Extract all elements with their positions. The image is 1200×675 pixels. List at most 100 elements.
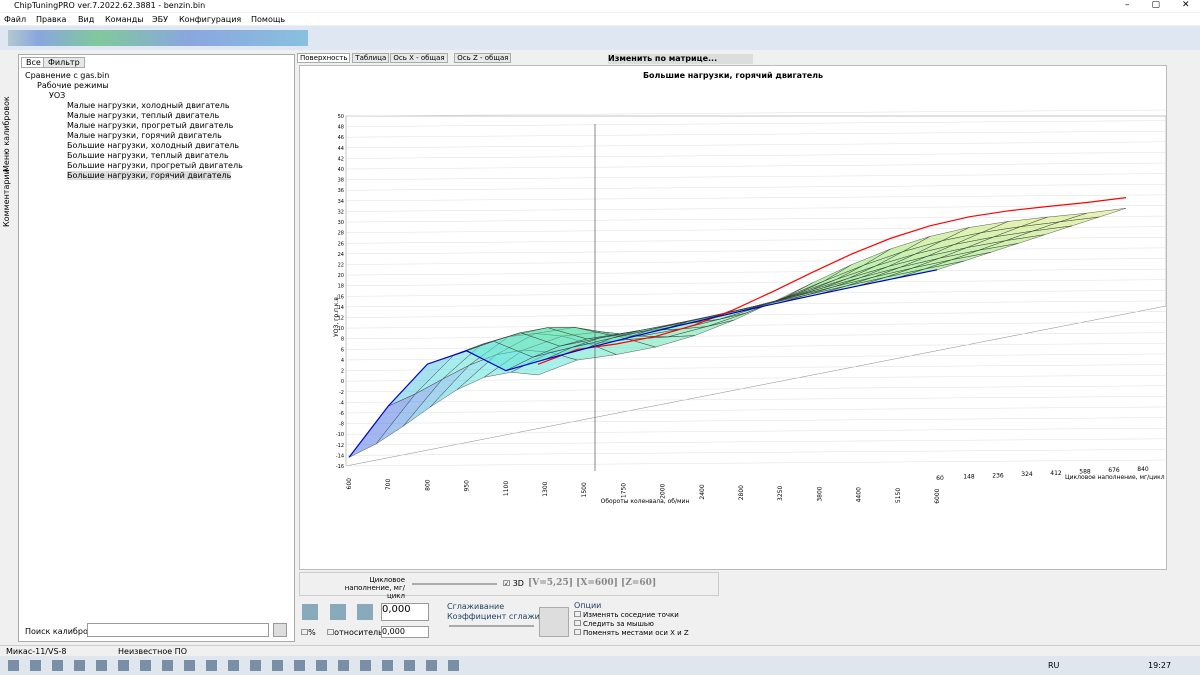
- option-label: Поменять местами оси X и Z: [583, 629, 689, 637]
- front-edge: [348, 269, 938, 458]
- smooth-button[interactable]: [539, 607, 569, 637]
- x-tick-label: 5150: [895, 488, 902, 503]
- tab[interactable]: Ось Z - общая: [454, 53, 512, 63]
- cursor-status: [V=5,25] [X=600] [Z=60]: [528, 578, 657, 588]
- tree-item[interactable]: Малые нагрузки, холодный двигатель: [67, 101, 230, 110]
- smoothing-slider[interactable]: [449, 625, 534, 627]
- taskbar-icons[interactable]: [8, 660, 468, 671]
- value-input[interactable]: 0,000: [381, 603, 429, 621]
- y-tick-label: 16: [338, 294, 344, 300]
- y-tick-label: -6: [339, 411, 344, 417]
- dropdown[interactable]: Изменить по матрице...: [608, 54, 753, 64]
- z-tick-label: 412: [1050, 470, 1062, 477]
- side-tab[interactable]: Меню калибровок: [2, 96, 11, 172]
- grid-line: [345, 406, 1166, 414]
- y-tick-label: 34: [338, 199, 344, 205]
- search-input[interactable]: [87, 623, 269, 637]
- x-tick-label: 600: [346, 478, 353, 490]
- menu-item[interactable]: Правка: [36, 15, 67, 24]
- btn-equal[interactable]: [302, 604, 318, 620]
- x-tick-label: 3800: [816, 486, 823, 501]
- tree-group[interactable]: Рабочие режимы: [37, 81, 109, 90]
- z-tick-label: 236: [992, 472, 1004, 479]
- tree-item[interactable]: Большие нагрузки, холодный двигатель: [67, 141, 240, 150]
- y-tick-label: 28: [338, 231, 344, 237]
- x-tick-label: 2400: [699, 484, 706, 499]
- x-tick-label: 3250: [777, 486, 784, 501]
- value: 0,000: [382, 627, 405, 636]
- side-tab[interactable]: Комментарии: [2, 169, 11, 227]
- tree-item[interactable]: Малые нагрузки, горячий двигатель: [67, 131, 222, 140]
- toolbar-icons[interactable]: [8, 30, 308, 46]
- option-checkbox[interactable]: ☐: [574, 610, 582, 619]
- dropdown-label: Изменить по матрице...: [608, 54, 718, 63]
- x-axis-label: Обороты коленвала, об/мин: [601, 498, 690, 505]
- x-tick-label: 2000: [660, 483, 667, 498]
- z-tick-label: 840: [1137, 466, 1149, 473]
- menu-item[interactable]: Помощь: [251, 15, 286, 24]
- status-bar: Микас-11/VS-8 Неизвестное ПО: [0, 645, 1200, 656]
- x-tick-label: 800: [424, 479, 431, 491]
- grid-line: [345, 141, 1166, 149]
- option-checkbox[interactable]: ☐: [574, 628, 582, 637]
- y-tick-label: 2: [341, 369, 344, 375]
- menu-item[interactable]: Файл: [4, 15, 27, 24]
- btn-plus[interactable]: [330, 604, 346, 620]
- x-tick-label: 4400: [856, 487, 863, 502]
- relative-check[interactable]: ☐относительно: [327, 628, 393, 637]
- grid-line: [345, 173, 1166, 180]
- search-label: Поиск калибровки: [25, 627, 103, 636]
- menu-item[interactable]: Команды: [105, 15, 144, 24]
- option-label: Изменять соседние точки: [583, 611, 679, 619]
- z-axis-label: Цикловое наполнение, мг/цикл: [1065, 474, 1165, 481]
- smoothing-label: Коэффициент сглаживания: [447, 612, 565, 621]
- options-title: Опции: [574, 601, 602, 610]
- y-tick-label: 18: [338, 284, 344, 290]
- menu-item[interactable]: ЭБУ: [152, 15, 168, 24]
- y-tick-label: 20: [338, 273, 344, 279]
- grid-line: [345, 396, 1166, 403]
- tree-item[interactable]: Малые нагрузки, прогретый двигатель: [67, 121, 234, 130]
- y-tick-label: -16: [336, 464, 344, 470]
- tab[interactable]: Поверхность: [297, 53, 351, 63]
- side-tabs: Меню калибровок Комментарии: [0, 52, 17, 642]
- y-tick-label: 40: [338, 167, 344, 173]
- check-3d[interactable]: ☑ 3D: [503, 579, 524, 588]
- options: Опции ☐ Изменять соседние точки ☐ Следить з…: [572, 601, 689, 639]
- tree-item[interactable]: Большие нагрузки, прогретый двигатель: [67, 161, 243, 170]
- menu-item[interactable]: Конфигурация: [179, 15, 242, 24]
- label: относительно: [334, 628, 393, 637]
- clock: 19:27: [1148, 661, 1172, 670]
- menu-item[interactable]: Вид: [78, 15, 95, 24]
- tree-item[interactable]: Большие нагрузки, горячий двигатель: [67, 171, 232, 180]
- tree-item[interactable]: Малые нагрузки, теплый двигатель: [67, 111, 220, 120]
- right-tabs: Поверхность Таблица Ось X - общая Ось Z - о…: [297, 53, 597, 64]
- y-tick-label: 30: [338, 220, 344, 226]
- smoothing-title: Сглаживание: [447, 602, 505, 611]
- tab[interactable]: Таблица: [352, 53, 390, 63]
- grid-line: [345, 374, 1166, 382]
- tab[interactable]: Фильтр: [43, 57, 85, 68]
- tree-node[interactable]: УОЗ: [49, 91, 66, 100]
- tab[interactable]: Ось X - общая: [390, 53, 448, 63]
- search-button[interactable]: [273, 623, 287, 637]
- tree-root[interactable]: Сравнение с gas.bin: [25, 71, 110, 80]
- window-title: ChipTuningPRO ver.7.2022.62.3881 - benzi…: [14, 1, 206, 10]
- language[interactable]: RU: [1048, 661, 1060, 670]
- y-tick-label: 4: [341, 358, 344, 364]
- grid-line: [345, 120, 1166, 127]
- grid-line: [345, 449, 1166, 456]
- window-controls[interactable]: –▢✕: [1125, 0, 1190, 10]
- grid-line: [345, 385, 1166, 393]
- relative-input[interactable]: 0,000: [381, 626, 429, 638]
- z-tick-label: 588: [1079, 469, 1091, 476]
- percent-check[interactable]: ☐%: [301, 628, 316, 637]
- grid-line: [345, 152, 1166, 159]
- grid-line: [345, 109, 1166, 117]
- y-tick-label: -8: [339, 422, 344, 428]
- btn-multiply[interactable]: [357, 604, 373, 620]
- option-checkbox[interactable]: ☐: [574, 619, 582, 628]
- slider[interactable]: [412, 583, 497, 585]
- tree-item[interactable]: Большие нагрузки, теплый двигатель: [67, 151, 229, 160]
